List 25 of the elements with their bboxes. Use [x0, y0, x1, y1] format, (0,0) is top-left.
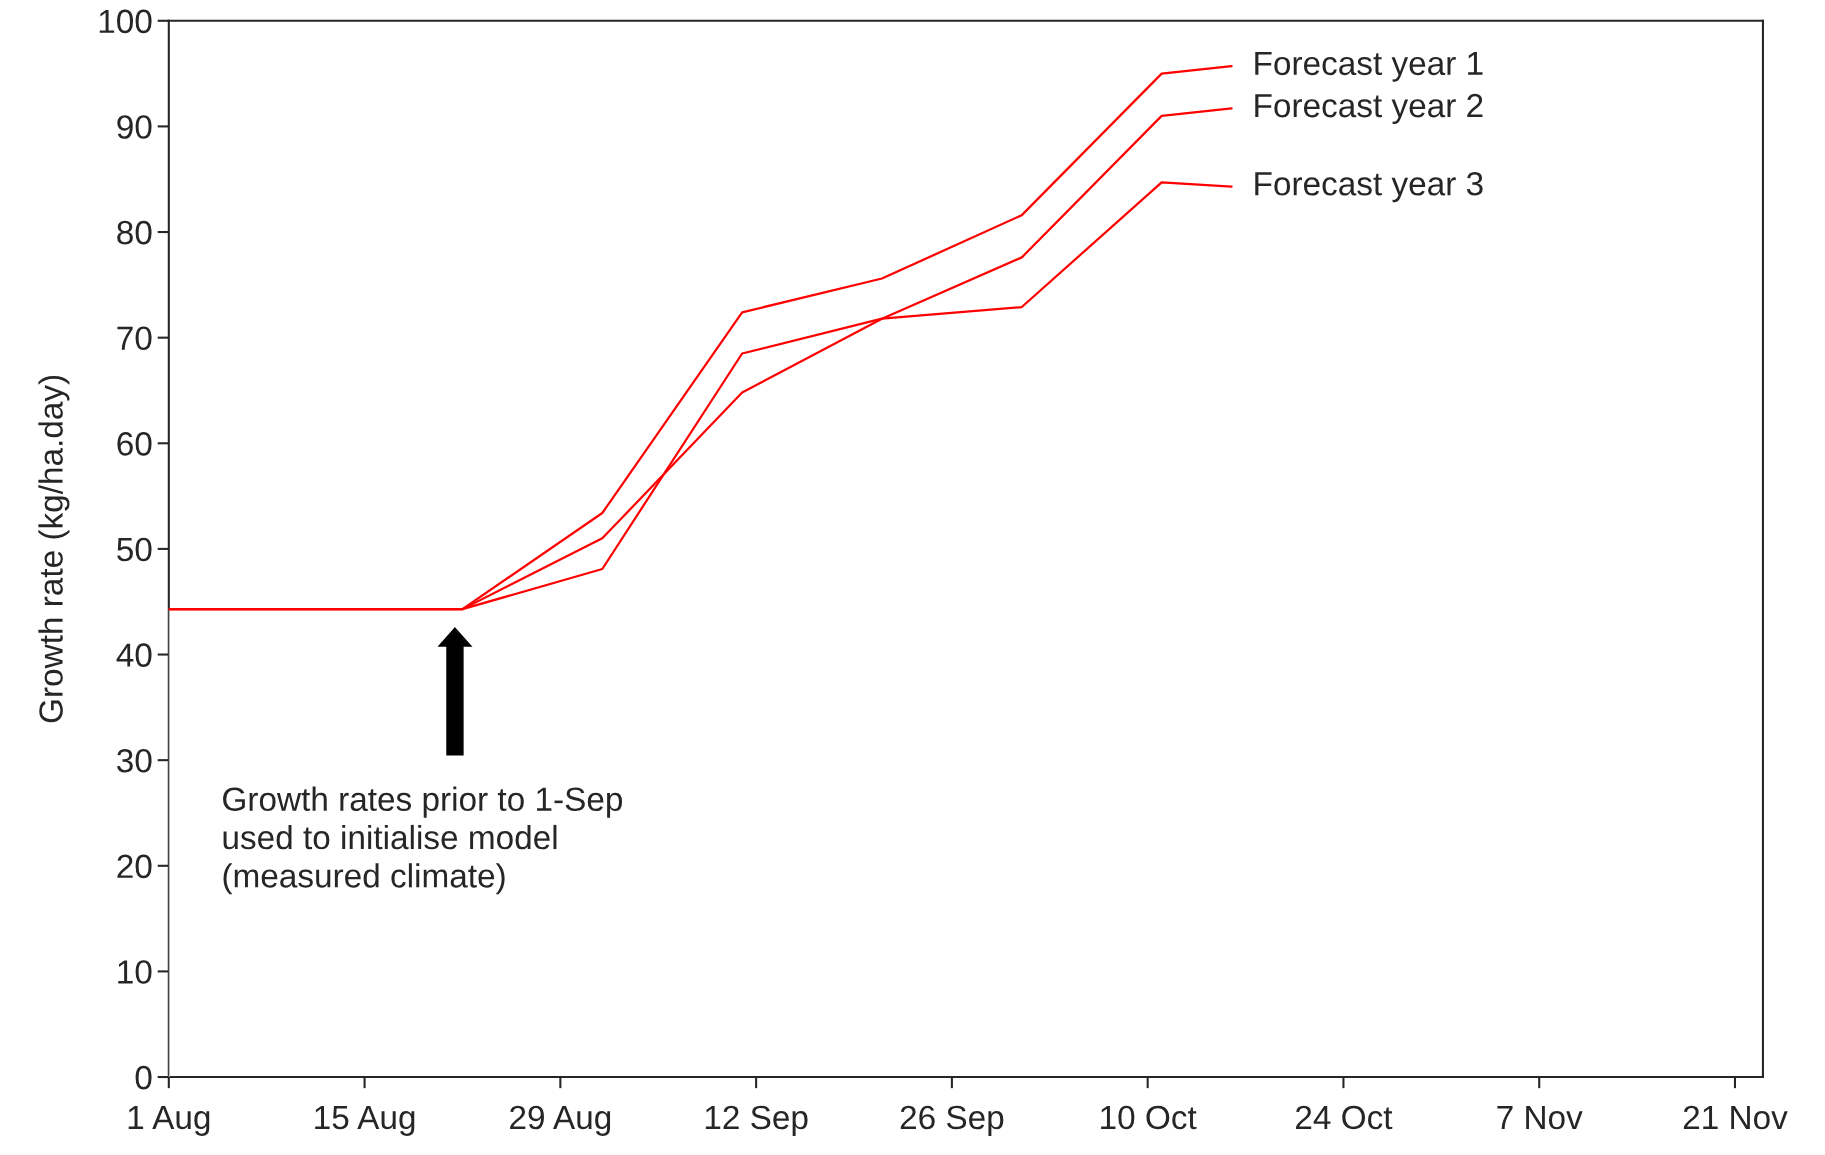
- annotation: Growth rates prior to 1-Sep used to initialise model (measured climate): [223, 786, 623, 895]
- series-label: Forecast year 3: [1255, 171, 1483, 203]
- x-tick-label: 7 Nov: [1497, 1106, 1583, 1130]
- y-axis-title: Growth rate (kg/ha.day): [38, 375, 70, 723]
- x-tick-label: 29 Aug: [510, 1105, 611, 1136]
- x-tick-label: 10 Oct: [1101, 1105, 1197, 1130]
- y-tick-label: 50: [117, 537, 152, 562]
- series-label: Forecast year 1: [1255, 51, 1483, 82]
- y-tick-label: 70: [117, 326, 152, 351]
- y-tick-label: 100: [99, 9, 152, 34]
- x-tick-label: 26 Sep: [900, 1105, 1004, 1136]
- y-tick-label: 20: [117, 854, 152, 879]
- x-tick-label: 15 Aug: [315, 1106, 415, 1136]
- series-label: Forecast year 2: [1255, 93, 1483, 124]
- y-tick-label: 40: [116, 643, 152, 667]
- y-tick-label: 0: [135, 1065, 152, 1090]
- y-tick-label: 90: [117, 115, 152, 139]
- y-tick-label: 30: [117, 748, 152, 773]
- y-tick-label: 60: [117, 432, 152, 456]
- y-tick-label: 10: [118, 960, 152, 984]
- x-tick-label: 24 Oct: [1296, 1105, 1393, 1130]
- y-tick-label: 80: [117, 220, 152, 245]
- x-tick-label: 12 Sep: [705, 1105, 808, 1136]
- x-tick-label: 1 Aug: [128, 1106, 210, 1136]
- x-tick-label: 21 Nov: [1683, 1105, 1788, 1130]
